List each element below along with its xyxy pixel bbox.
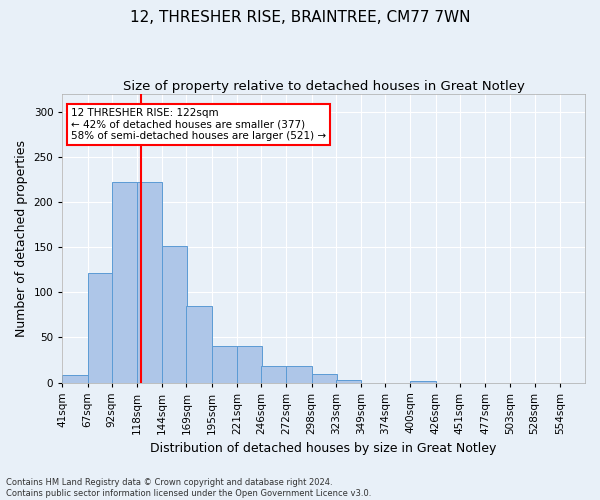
Bar (137, 182, 162, 382)
Bar (62, 376, 88, 382)
Text: Contains HM Land Registry data © Crown copyright and database right 2024.
Contai: Contains HM Land Registry data © Crown c… (6, 478, 371, 498)
Y-axis label: Number of detached properties: Number of detached properties (15, 140, 28, 337)
Bar (311, 374, 337, 382)
Bar (162, 246, 187, 382)
Bar (286, 366, 311, 382)
Text: 12, THRESHER RISE, BRAINTREE, CM77 7WN: 12, THRESHER RISE, BRAINTREE, CM77 7WN (130, 10, 470, 25)
Bar (410, 380, 436, 382)
Bar (237, 346, 262, 382)
Text: 12 THRESHER RISE: 122sqm
← 42% of detached houses are smaller (377)
58% of semi-: 12 THRESHER RISE: 122sqm ← 42% of detach… (71, 108, 326, 141)
Bar (112, 182, 137, 382)
Bar (187, 306, 212, 382)
Title: Size of property relative to detached houses in Great Notley: Size of property relative to detached ho… (123, 80, 524, 93)
Bar (336, 380, 361, 382)
Bar (212, 346, 237, 382)
Bar (88, 272, 113, 382)
Bar (261, 366, 286, 382)
X-axis label: Distribution of detached houses by size in Great Notley: Distribution of detached houses by size … (151, 442, 497, 455)
